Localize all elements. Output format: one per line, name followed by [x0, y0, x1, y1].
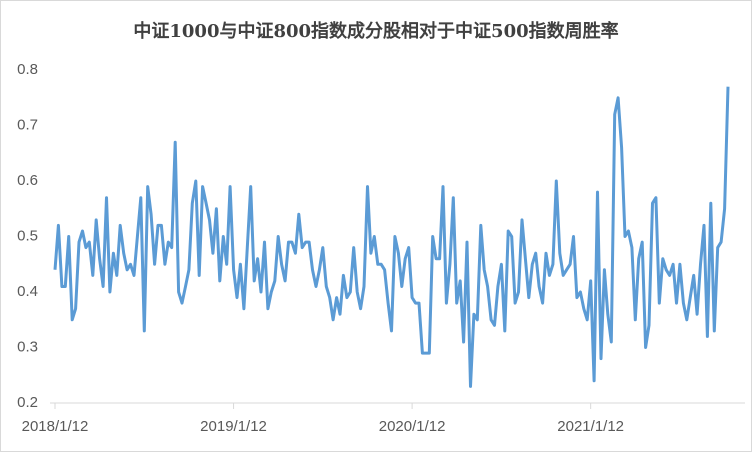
y-tick-label: 0.2 — [17, 394, 38, 411]
y-tick-label: 0.3 — [17, 338, 38, 355]
x-tick-label: 2020/1/12 — [379, 418, 446, 435]
x-tick-label: 2021/1/12 — [557, 418, 624, 435]
y-tick-label: 0.8 — [17, 61, 38, 78]
y-tick-label: 0.7 — [17, 116, 38, 133]
y-tick-label: 0.6 — [17, 172, 38, 189]
series-line — [53, 86, 730, 388]
x-tick-label: 2018/1/12 — [22, 418, 89, 435]
y-tick-label: 0.5 — [17, 227, 38, 244]
x-tick-label: 2019/1/12 — [200, 418, 267, 435]
y-tick-label: 0.4 — [17, 283, 38, 300]
chart-title: 中证1000与中证800指数成分股相对于中证500指数周胜率 — [133, 20, 618, 42]
